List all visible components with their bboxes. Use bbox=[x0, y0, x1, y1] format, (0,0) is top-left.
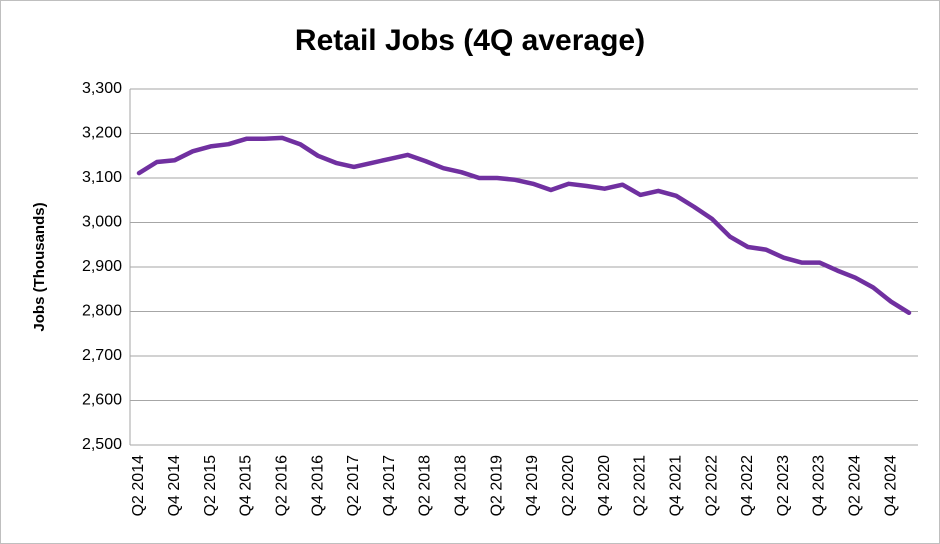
y-tick-label: 2,700 bbox=[82, 347, 122, 364]
x-tick-label: Q2 2023 bbox=[775, 455, 792, 516]
x-tick-label: Q4 2020 bbox=[596, 455, 613, 516]
y-axis-label: Jobs (Thousands) bbox=[31, 202, 48, 331]
chart-title: Retail Jobs (4Q average) bbox=[295, 24, 645, 57]
x-tick-label: Q2 2024 bbox=[847, 455, 864, 516]
x-tick-label: Q4 2015 bbox=[238, 455, 255, 516]
x-tick-label: Q4 2023 bbox=[811, 455, 828, 516]
y-tick-label: 2,800 bbox=[82, 303, 122, 320]
x-tick-label: Q4 2018 bbox=[453, 455, 470, 516]
x-tick-label: Q4 2022 bbox=[739, 455, 756, 516]
y-tick-label: 3,000 bbox=[82, 214, 122, 231]
x-tick-label: Q2 2014 bbox=[130, 455, 147, 516]
y-tick-label: 2,900 bbox=[82, 258, 122, 275]
y-tick-label: 3,300 bbox=[82, 80, 122, 97]
series-line bbox=[136, 135, 912, 316]
x-tick-label: Q2 2016 bbox=[273, 455, 290, 516]
x-tick-label: Q2 2020 bbox=[560, 455, 577, 516]
x-tick-label: Q2 2015 bbox=[202, 455, 219, 516]
x-tick-label: Q4 2024 bbox=[882, 455, 899, 516]
y-tick-label: 3,100 bbox=[82, 169, 122, 186]
x-tick-label: Q2 2017 bbox=[345, 455, 362, 516]
y-tick-label: 2,600 bbox=[82, 392, 122, 409]
x-tick-label: Q4 2021 bbox=[667, 455, 684, 516]
x-tick-label: Q2 2021 bbox=[632, 455, 649, 516]
x-tick-label: Q2 2018 bbox=[417, 455, 434, 516]
x-tick-label: Q4 2014 bbox=[166, 455, 183, 516]
y-tick-label: 3,200 bbox=[82, 125, 122, 142]
x-tick-label: Q4 2016 bbox=[309, 455, 326, 516]
x-tick-label: Q2 2022 bbox=[703, 455, 720, 516]
y-tick-label: 2,500 bbox=[82, 436, 122, 453]
x-tick-label: Q4 2019 bbox=[524, 455, 541, 516]
x-tick-label: Q2 2019 bbox=[488, 455, 505, 516]
x-tick-label: Q4 2017 bbox=[381, 455, 398, 516]
